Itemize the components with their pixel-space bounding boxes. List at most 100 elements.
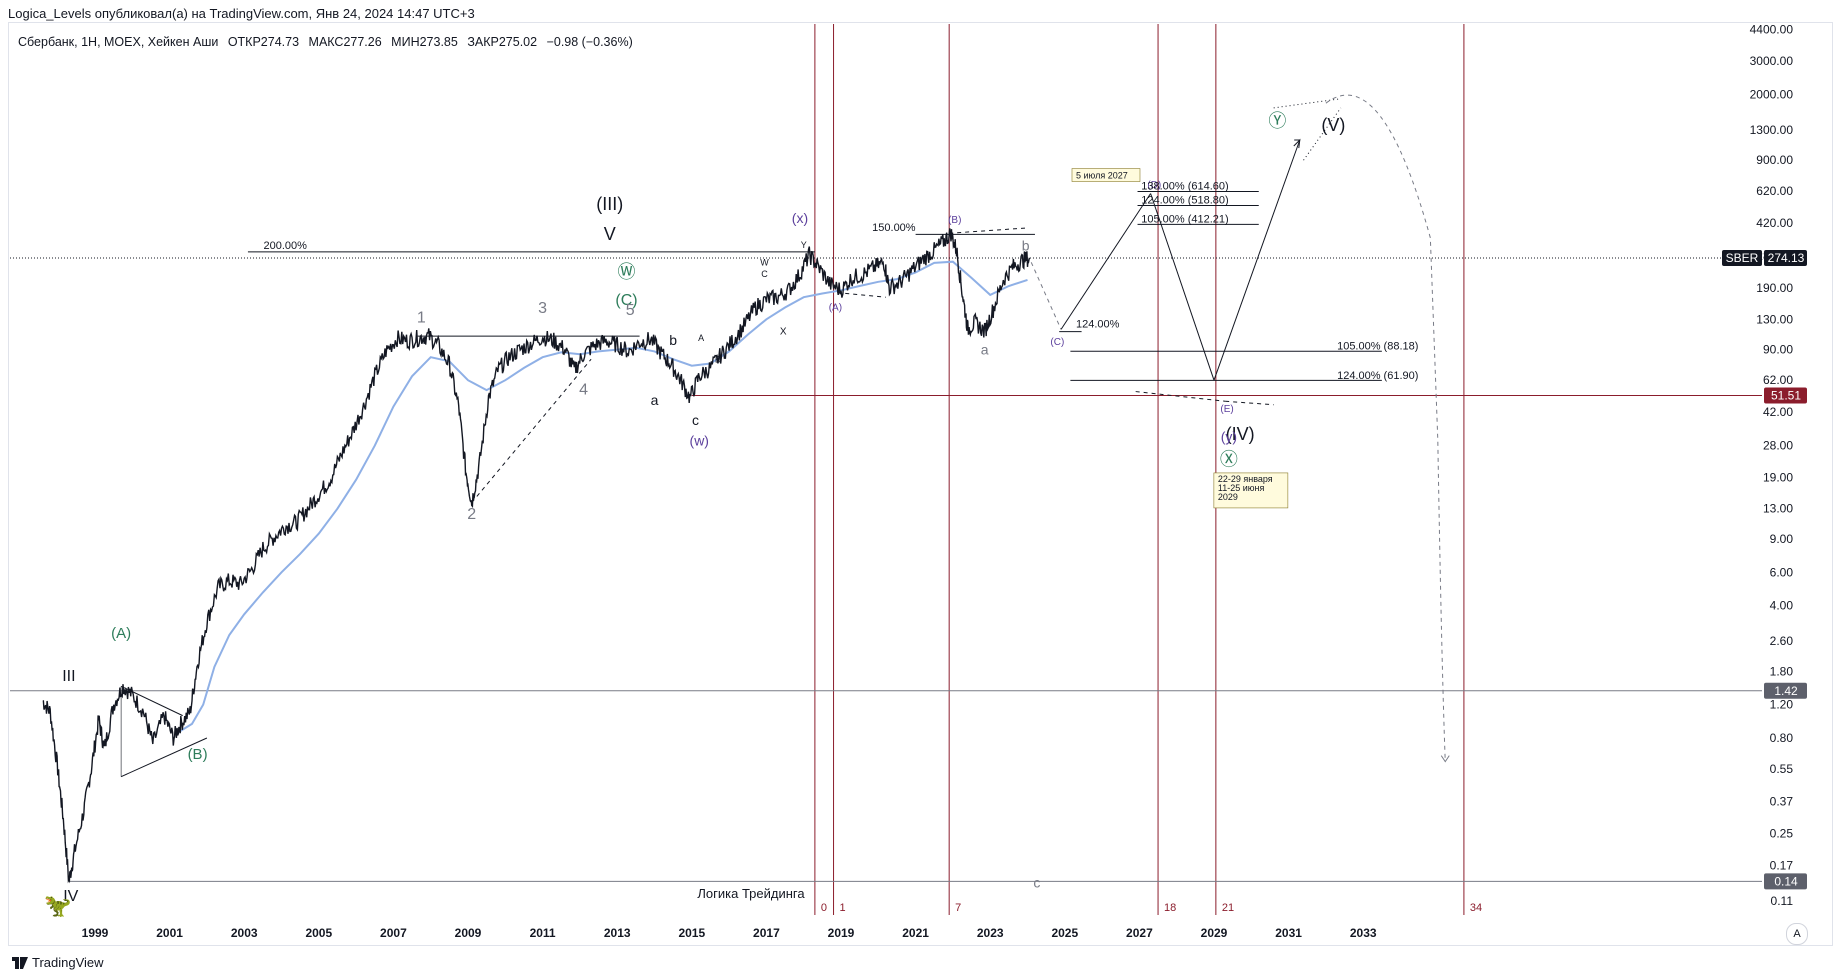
wave-label-w-circle: Ⓦ (618, 262, 636, 282)
wave-label-x-purple: (x) (792, 210, 808, 226)
tradingview-brand[interactable]: TradingView (12, 955, 104, 970)
publisher-line: Logica_Levels опубликовал(а) на TradingV… (8, 6, 475, 21)
note-box-july (1071, 168, 1141, 182)
wave-label-b-purple: (B) (948, 215, 961, 226)
wave-e-dash-2 (1225, 400, 1274, 406)
projection-v-down (1325, 94, 1446, 762)
x-tick-label: 2017 (753, 926, 780, 940)
moving-average-line (176, 260, 1028, 734)
x-tick-label: 2003 (231, 926, 258, 940)
y-dotted-top (1273, 98, 1341, 109)
y-tick-label: 42.00 (1763, 405, 1793, 419)
y-tick-label: 6.00 (1770, 565, 1794, 579)
y-tick-label: 0.37 (1770, 794, 1794, 808)
wave-labels: III IV (III) V (IV) (V) a b c (A) (B) Ⓦ (C) Ⓧ Ⓨ (x) (w) (… (62, 111, 1418, 905)
y-tick-label: 0.80 (1770, 731, 1794, 745)
y-tick-label: 0.11 (1771, 894, 1794, 908)
x-tick-label: 2011 (530, 926, 556, 940)
current-price-tag: 274.13 (1768, 251, 1805, 265)
x-tick-label: 1999 (82, 926, 109, 940)
fib-label-124-lower: 124.00% (61.90) (1337, 370, 1418, 382)
legend-change: −0.98 (−0.36%) (546, 35, 633, 49)
y-tick-label: 9.00 (1770, 532, 1794, 546)
fib-label-200: 200.00% (264, 240, 308, 252)
y-tick-label: 620.00 (1756, 184, 1793, 198)
wave-label-small-x: X (780, 327, 787, 338)
legend-low: МИН273.85 (391, 35, 458, 49)
current-price-tag-bg (1764, 249, 1807, 266)
wave-a-dash (837, 292, 886, 298)
level-lines (10, 191, 1762, 882)
y-tick-label: 420.00 (1756, 216, 1793, 230)
axes: 1999 2001 2003 2005 2007 2009 2011 2013 2015 2017… (82, 23, 1807, 940)
x-tick-label: 2029 (1201, 926, 1228, 940)
fib-label-105-lower: 105.00% (88.18) (1337, 341, 1418, 353)
price-line (42, 228, 1031, 884)
x-tick-label: 2019 (828, 926, 855, 940)
wave-label-1: 1 (417, 310, 426, 327)
y-tick-label: 1300.00 (1750, 123, 1794, 137)
y-tick-label: 130.00 (1756, 312, 1793, 326)
wave-label-v: V (604, 224, 616, 244)
cycle-marker: 34 (1470, 902, 1482, 914)
wave-label-3: 3 (538, 300, 547, 317)
projection-layer (120, 94, 1450, 778)
note-line-3: 2029 (1218, 492, 1238, 502)
level-tag-1.42-bg (1764, 682, 1807, 699)
y-dotted-side (1303, 107, 1342, 161)
arrowhead-y (1293, 138, 1301, 149)
projection-e-y (1213, 139, 1301, 381)
y-tick-label: 900.00 (1756, 153, 1793, 167)
wave-label-small-c: C (761, 269, 768, 279)
note-line-2: 11-25 июня (1218, 483, 1265, 493)
legend-open: ОТКР274.73 (227, 35, 300, 49)
wave-label-iv: IV (63, 888, 78, 905)
moving-average-layer (176, 260, 1028, 734)
y-tick-label: 90.00 (1763, 343, 1793, 357)
level-tag-51-bg (1764, 387, 1807, 404)
legend-symbol: Сбербанк, 1Н, MOEX, Хейкен Аши (18, 35, 219, 49)
cycle-marker: 7 (955, 902, 961, 914)
fib-label-124: 124.00% (1076, 318, 1120, 330)
wave-label-small-b: B (715, 354, 721, 364)
price-layer (42, 228, 1031, 884)
level-tag-1.42: 1.42 (1774, 684, 1798, 698)
wave-label-4: 4 (579, 382, 588, 399)
cycle-lines: 0 1 7 18 21 34 (814, 24, 1482, 915)
y-tick-label: 0.17 (1770, 858, 1794, 872)
y-tick-label: 2000.00 (1750, 88, 1794, 102)
cycle-marker: 18 (1164, 902, 1176, 914)
auto-scale-button[interactable]: A (1786, 923, 1808, 945)
cycle-marker: 21 (1222, 902, 1234, 914)
x-tick-label: 2023 (977, 926, 1004, 940)
wave-label-x-circle: Ⓧ (1220, 449, 1238, 469)
x-tick-label: 2027 (1126, 926, 1153, 940)
level-tag-0.14-bg (1764, 873, 1807, 890)
wave-label-a-gray: a (981, 341, 989, 357)
tradingview-logo-icon (12, 956, 28, 969)
wave-label-iii: III (62, 668, 75, 685)
fib-label-138: 138.00% (614.60) (1141, 181, 1228, 193)
wave-label-a-purple: (A) (829, 302, 842, 313)
x-tick-label: 2007 (380, 926, 407, 940)
fib-label-105-upper: 105.00% (412.21) (1141, 213, 1228, 225)
x-tick-label: 2025 (1051, 926, 1078, 940)
x-tick-label: 2021 (902, 926, 929, 940)
wave-label-iii-major: (III) (596, 194, 623, 214)
y-tick-label: 13.00 (1763, 502, 1793, 516)
note-box-2029 (1213, 472, 1289, 509)
wave-label-v-major: (V) (1321, 115, 1345, 135)
wave-label-b-gray: b (1022, 238, 1030, 254)
y-tick-label: 2.60 (1770, 634, 1794, 648)
wave-label-small-y: Y (801, 240, 807, 250)
wave-label-small-a: A (698, 333, 704, 343)
wave-label-a-green: (A) (111, 625, 131, 642)
y-tick-label: 4.00 (1770, 599, 1794, 613)
y-tick-label: 62.00 (1763, 373, 1793, 387)
cycle-marker: 0 (821, 902, 827, 914)
x-tick-label: 2031 (1275, 926, 1302, 940)
wave-label-c-purple: (C) (1050, 337, 1064, 348)
y-tick-label: 19.00 (1763, 470, 1793, 484)
x-tick-label: 2033 (1350, 926, 1377, 940)
